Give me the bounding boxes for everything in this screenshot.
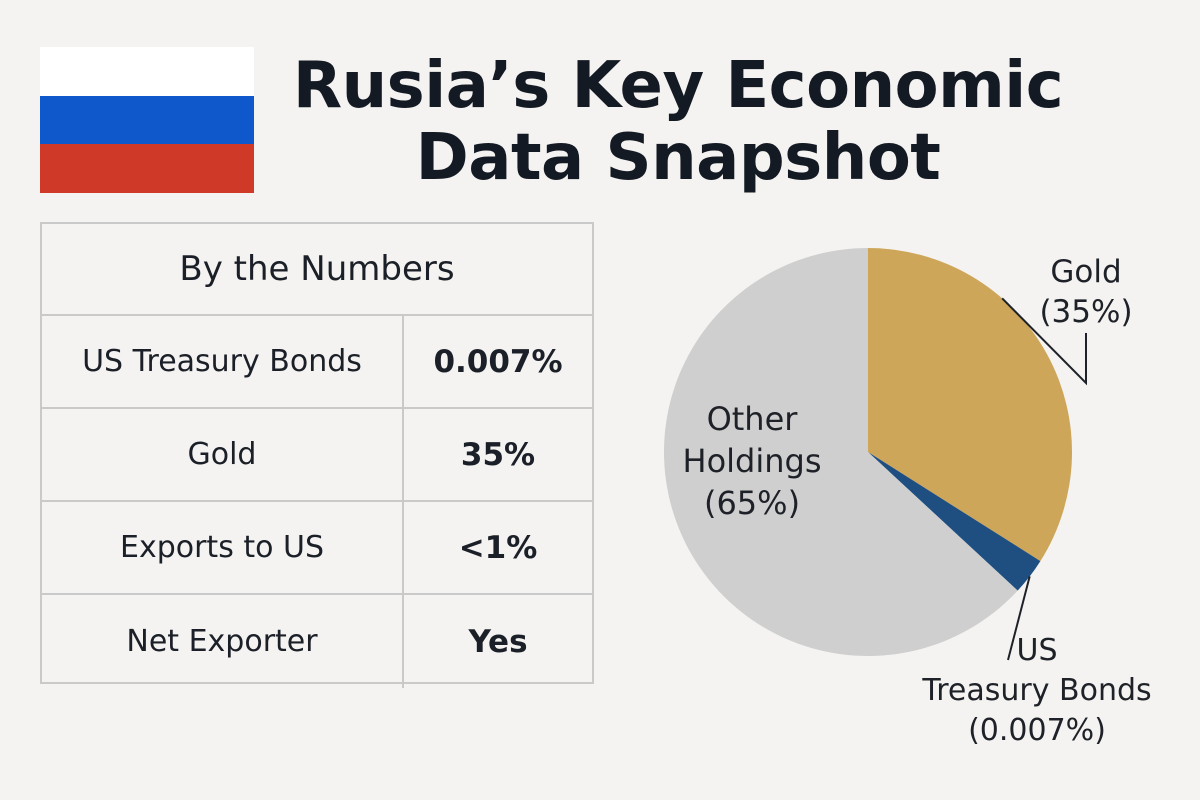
numbers-table: By the Numbers US Treasury Bonds 0.007% … [40,222,594,688]
row-label: Exports to US [42,502,404,593]
pie-label-us-treasury-line: Treasury Bonds [921,673,1151,708]
pie-slice-gold [868,248,1072,562]
pie-label-gold-line: (35%) [1039,294,1132,330]
flag-stripe-red [40,144,254,193]
table-row: US Treasury Bonds 0.007% [42,316,592,409]
pie-label-other-holdings-line: Holdings [683,442,822,480]
pie-label-other-holdings: Other Holdings (65%) [683,400,822,522]
table-row: Exports to US <1% [42,502,592,595]
row-value: 0.007% [433,343,563,380]
pie-label-gold: Gold (35%) [1039,254,1132,330]
pie-label-other-holdings-line: Other [707,400,799,438]
table-row: Gold 35% [42,409,592,502]
row-label: Gold [42,409,404,500]
table-heading: By the Numbers [42,224,592,316]
russian-flag [40,47,254,193]
row-value: 35% [460,436,536,473]
pie-label-other-holdings-line: (65%) [704,484,800,522]
row-value: <1% [458,529,538,566]
pie-label-us-treasury-line: US [1016,633,1057,668]
title-line-1: Rusia’s Key Economic [292,49,1064,123]
page-title: Rusia’s Key Economic Data Snapshot [278,50,1078,194]
pie-label-us-treasury-line: (0.007%) [968,713,1106,748]
pie-label-gold-line: Gold [1050,254,1121,290]
title-line-2: Data Snapshot [415,121,941,195]
leader-line-us-treasury [1007,576,1031,661]
row-label: US Treasury Bonds [42,316,404,407]
row-label: Net Exporter [42,595,404,688]
flag-stripe-blue [40,95,254,145]
holdings-pie-chart: Gold (35%) US Treasury Bonds (0.007%) Other Ho… [664,248,1152,748]
row-value: Yes [468,623,528,660]
leader-line-gold [1001,297,1087,386]
pie-slice-other-holdings [664,248,1018,656]
table-row: Net Exporter Yes [42,595,592,688]
pie-label-us-treasury: US Treasury Bonds (0.007%) [921,633,1151,748]
flag-stripe-white [40,47,254,96]
pie-slice-us-treasury-bonds [868,452,1041,591]
